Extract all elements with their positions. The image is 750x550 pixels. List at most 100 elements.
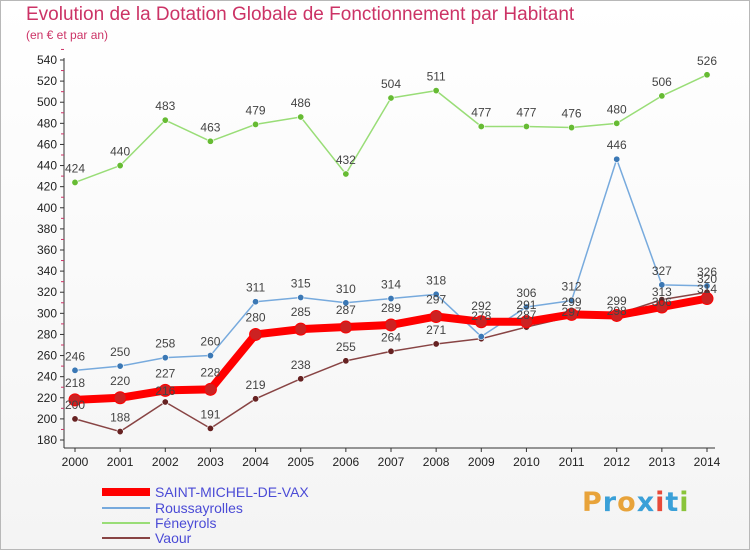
data-point-2-2003 [206, 137, 214, 145]
data-point-0-2012 [610, 308, 624, 322]
data-point-2-2013 [658, 92, 666, 100]
data-point-0-2013 [655, 300, 669, 314]
data-label-3-2006: 255 [336, 340, 356, 354]
data-label-extra-2013: 306 [652, 295, 672, 309]
data-point-3-2001 [116, 428, 124, 436]
data-point-3-2007 [387, 347, 395, 355]
x-tick-label: 2011 [559, 455, 585, 469]
data-label-extra-2013: 313 [652, 285, 672, 299]
data-label-2-2003: 463 [200, 120, 220, 134]
data-point-0-2009 [474, 315, 488, 329]
data-label-0-2008: 297 [426, 293, 446, 307]
data-label-0-2001: 220 [110, 374, 130, 388]
x-tick-label: 2000 [62, 455, 89, 469]
data-label-extra-2010: 287 [516, 308, 536, 322]
y-tick-label: 360 [37, 243, 57, 257]
data-label-extra-2009: 278 [471, 309, 491, 323]
data-label-3-2008: 271 [426, 323, 446, 337]
data-label-2-2012: 480 [607, 102, 627, 116]
data-point-1-2004 [252, 298, 260, 306]
legend-entry-0: SAINT-MICHEL-DE-VAX [155, 484, 309, 500]
data-label-extra-2011: 297 [562, 305, 582, 319]
y-tick-label: 320 [37, 285, 57, 299]
data-label-0-2005: 285 [291, 305, 311, 319]
data-point-0-2008 [429, 310, 443, 323]
data-label-1-2005: 315 [291, 277, 311, 291]
data-label-extra-2010: 291 [516, 298, 536, 312]
data-point-2-2005 [297, 113, 305, 121]
y-tick-label: 420 [37, 180, 57, 194]
data-point-2-2012 [613, 119, 621, 127]
x-tick-label: 2010 [513, 455, 540, 469]
data-label-3-2000: 200 [65, 398, 85, 412]
logo-letter: r [602, 487, 618, 518]
y-tick-label: 440 [37, 159, 57, 173]
data-label-2-2011: 476 [562, 107, 582, 121]
y-tick-label: 500 [37, 95, 57, 109]
data-point-1-2008 [432, 290, 440, 298]
data-point-2-2007 [387, 94, 395, 102]
data-point-2-2009 [477, 123, 485, 131]
data-point-2-2014 [703, 71, 711, 79]
data-label-1-2000: 246 [65, 349, 85, 363]
data-label-1-2002: 258 [155, 337, 175, 351]
data-point-0-2006 [339, 320, 353, 334]
data-point-2-2000 [71, 178, 79, 186]
data-point-1-2009 [477, 333, 485, 341]
data-label-3-2007: 264 [381, 330, 401, 344]
data-label-3-2003: 191 [200, 407, 220, 421]
data-label-2-2000: 424 [65, 161, 85, 175]
data-label-3-2004: 219 [246, 378, 266, 392]
data-label-1-2012: 446 [607, 138, 627, 152]
data-label-0-2003: 228 [200, 365, 220, 379]
data-point-0-2014 [700, 292, 714, 306]
chart-title: Evolution de la Dotation Globale de Fonc… [26, 4, 575, 25]
data-point-2-2002 [161, 116, 169, 124]
data-point-2-2010 [522, 123, 530, 131]
data-point-1-2001 [116, 362, 124, 370]
legend-entry-2: Féneyrols [155, 515, 216, 531]
data-label-2-2007: 504 [381, 77, 401, 91]
data-point-3-2003 [206, 424, 214, 432]
x-tick-label: 2012 [603, 455, 630, 469]
data-label-extra-2002: 216 [155, 384, 175, 398]
data-label-1-2010: 306 [516, 286, 536, 300]
logo-letter: i [655, 487, 666, 518]
logo-letter: P [582, 487, 603, 518]
data-point-0-2003 [203, 382, 217, 396]
data-point-0-2002 [158, 383, 172, 397]
logo-letter: x [636, 487, 656, 518]
data-label-0-2000: 218 [65, 376, 85, 390]
data-point-0-2001 [113, 391, 127, 405]
data-point-2-2004 [252, 120, 260, 128]
data-label-2-2010: 477 [516, 106, 536, 120]
data-label-1-2011: 312 [562, 280, 582, 294]
data-label-1-2003: 260 [200, 335, 220, 349]
data-label-extra-2011: 299 [562, 295, 582, 309]
x-tick-label: 2006 [333, 455, 360, 469]
data-point-0-2007 [384, 318, 398, 332]
data-point-1-2014 [703, 282, 711, 290]
data-point-2-2011 [568, 124, 576, 132]
data-label-2-2008: 511 [427, 70, 446, 84]
y-tick-label: 520 [37, 74, 57, 88]
data-point-1-2005 [297, 293, 305, 301]
data-label-0-2004: 280 [246, 310, 266, 324]
y-tick-label: 300 [37, 306, 57, 320]
data-point-1-2007 [387, 295, 395, 303]
data-label-2-2001: 440 [110, 145, 130, 159]
data-label-2-2002: 483 [155, 99, 175, 113]
data-label-extra-2014: 314 [697, 282, 717, 296]
data-point-1-2002 [161, 354, 169, 362]
data-point-3-2006 [342, 357, 350, 365]
y-tick-label: 220 [37, 391, 57, 405]
data-point-1-2003 [206, 352, 214, 360]
y-tick-label: 240 [37, 370, 57, 384]
data-label-3-2001: 188 [110, 411, 130, 425]
data-point-0-2004 [249, 327, 263, 341]
data-label-1-2008: 318 [426, 273, 446, 287]
y-tick-label: 280 [37, 327, 57, 341]
data-point-3-2000 [71, 415, 79, 423]
y-tick-label: 260 [37, 349, 57, 363]
